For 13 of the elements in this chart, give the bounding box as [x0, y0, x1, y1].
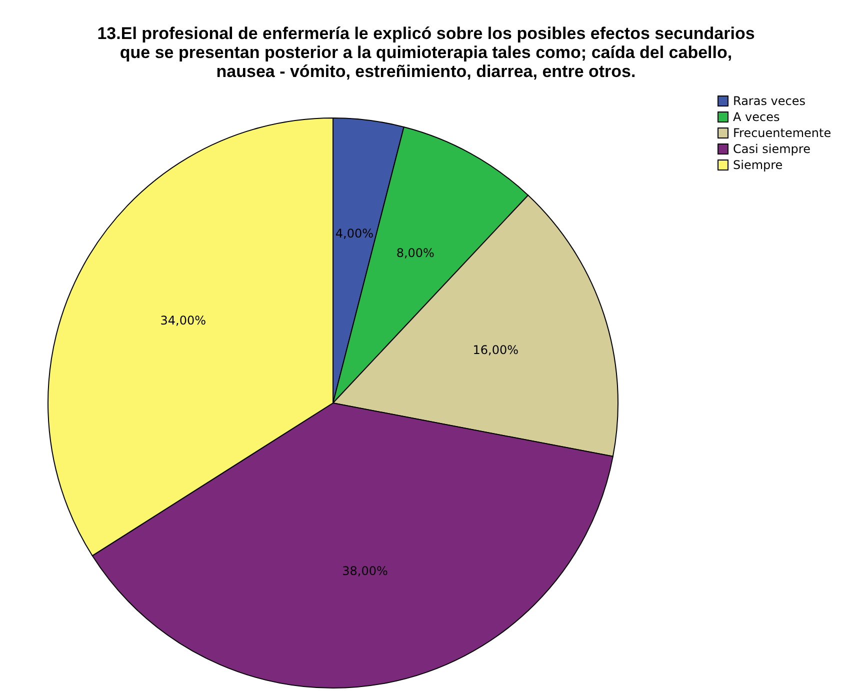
legend-label: Raras veces: [733, 94, 806, 108]
legend-label: A veces: [733, 110, 780, 124]
text: nausea - vómito, estreñimiento, diarrea, entre otros.: [216, 62, 636, 81]
data-label: 4,00%: [335, 226, 374, 240]
data-label: 38,00%: [342, 564, 388, 578]
data-label: 16,00%: [472, 343, 519, 358]
legend-label: Casi siempre: [733, 142, 810, 156]
legend-label: Siempre: [733, 158, 783, 172]
data-label: 8,00%: [396, 246, 434, 260]
text: que se presentan posterior a la quimioterapia tales como; caída del cabello,: [120, 43, 732, 62]
legend-label: Frecuentemente: [733, 126, 832, 140]
data-label: 34,00%: [160, 314, 206, 328]
text: 13.El profesional de enfermería le explicó sobre los posibles efectos secundarios: [97, 24, 755, 43]
